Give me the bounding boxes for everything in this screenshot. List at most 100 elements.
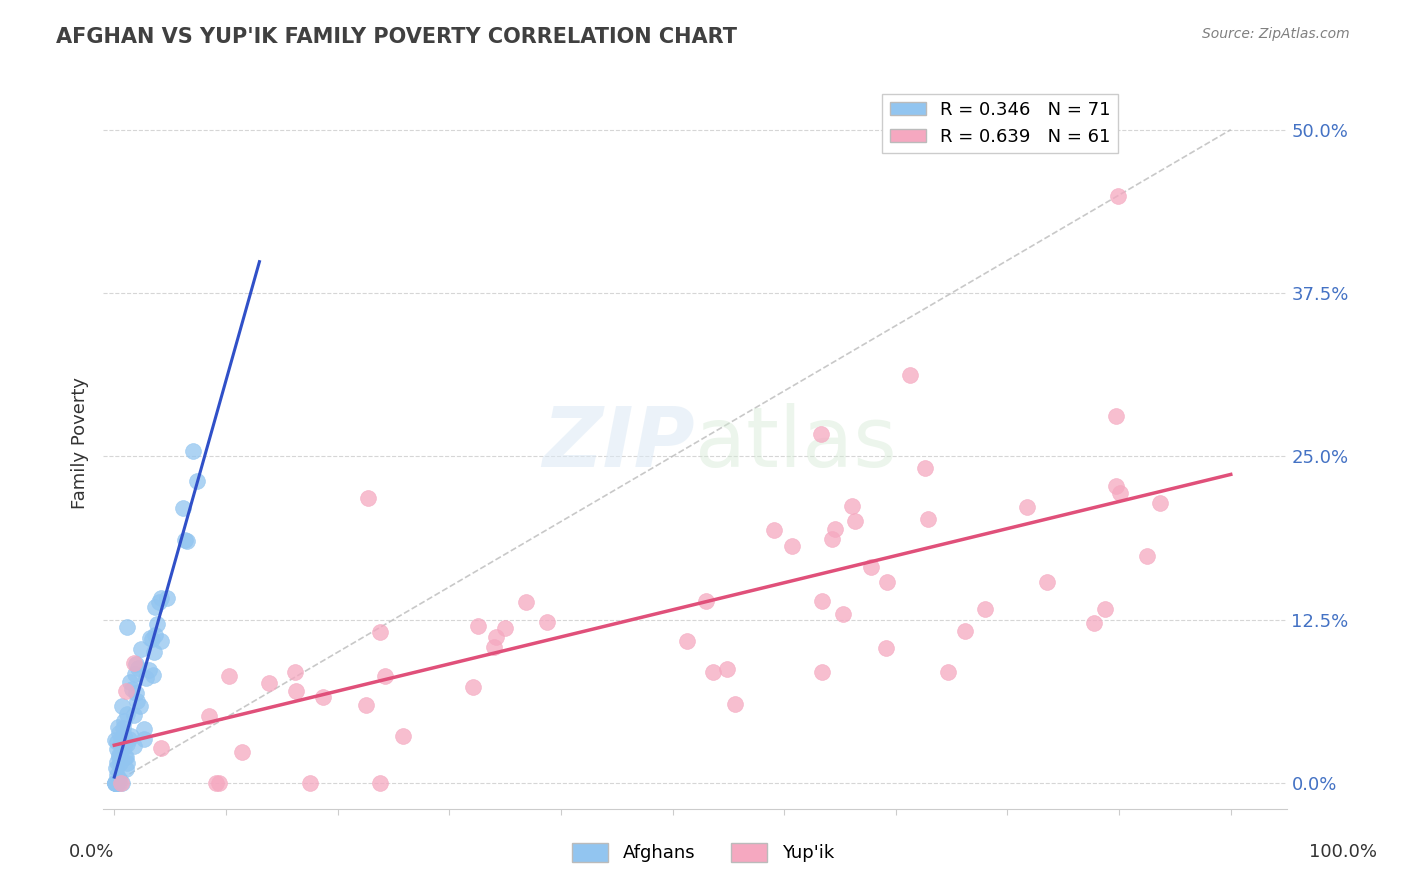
Point: [1105, 479, 1128, 493]
Point: [368, 776, 391, 790]
Point: [129, 699, 152, 714]
Text: AFGHAN VS YUP'IK FAMILY POVERTY CORRELATION CHART: AFGHAN VS YUP'IK FAMILY POVERTY CORRELAT…: [56, 27, 737, 46]
Point: [298, 776, 321, 790]
Point: [122, 739, 145, 753]
Point: [107, 720, 129, 734]
Point: [702, 665, 724, 679]
Point: [125, 685, 148, 699]
Point: [118, 732, 141, 747]
Legend: R = 0.346   N = 71, R = 0.639   N = 61: R = 0.346 N = 71, R = 0.639 N = 61: [883, 94, 1118, 153]
Point: [149, 741, 172, 756]
Point: [150, 591, 173, 605]
Point: [917, 512, 939, 526]
Point: [1083, 616, 1105, 631]
Point: [108, 776, 131, 790]
Point: [115, 756, 138, 770]
Point: [675, 634, 697, 648]
Point: [1108, 485, 1130, 500]
Point: [143, 599, 166, 614]
Legend: Afghans, Yup'ik: Afghans, Yup'ik: [565, 836, 841, 870]
Point: [115, 706, 138, 721]
Point: [105, 776, 128, 790]
Point: [115, 737, 138, 751]
Point: [148, 595, 170, 609]
Point: [844, 514, 866, 528]
Point: [105, 735, 128, 749]
Point: [105, 775, 128, 789]
Point: [107, 755, 129, 769]
Point: [354, 698, 377, 712]
Point: [105, 776, 128, 790]
Point: [110, 776, 132, 790]
Point: [820, 532, 842, 546]
Point: [110, 756, 132, 770]
Point: [780, 539, 803, 553]
Point: [141, 632, 163, 646]
Point: [374, 669, 396, 683]
Point: [467, 618, 489, 632]
Point: [112, 714, 135, 728]
Point: [860, 559, 883, 574]
Point: [186, 474, 208, 488]
Point: [205, 776, 228, 790]
Point: [121, 682, 143, 697]
Point: [176, 534, 198, 549]
Point: [150, 634, 173, 648]
Point: [111, 776, 134, 790]
Point: [811, 594, 834, 608]
Point: [953, 624, 976, 639]
Text: Source: ZipAtlas.com: Source: ZipAtlas.com: [1202, 27, 1350, 41]
Point: [114, 683, 136, 698]
Point: [284, 684, 307, 698]
Point: [898, 368, 921, 383]
Point: [125, 694, 148, 708]
Point: [112, 729, 135, 743]
Point: [357, 491, 380, 505]
Point: [127, 661, 149, 675]
Point: [370, 624, 392, 639]
Point: [134, 722, 156, 736]
Point: [129, 641, 152, 656]
Point: [824, 522, 846, 536]
Point: [112, 739, 135, 754]
Text: 100.0%: 100.0%: [1309, 843, 1376, 861]
Point: [1094, 602, 1116, 616]
Point: [104, 776, 127, 790]
Point: [831, 607, 853, 621]
Point: [482, 640, 505, 654]
Point: [111, 699, 134, 714]
Point: [112, 721, 135, 735]
Point: [198, 708, 221, 723]
Point: [120, 729, 142, 743]
Point: [105, 774, 128, 789]
Point: [115, 749, 138, 764]
Point: [515, 594, 537, 608]
Point: [104, 776, 127, 790]
Point: [841, 500, 863, 514]
Point: [218, 668, 240, 682]
Point: [104, 776, 127, 790]
Point: [125, 657, 148, 672]
Point: [105, 776, 128, 790]
Point: [936, 665, 959, 680]
Point: [122, 657, 145, 671]
Point: [118, 674, 141, 689]
Point: [173, 533, 195, 547]
Point: [142, 668, 165, 682]
Point: [111, 741, 134, 756]
Point: [104, 776, 127, 790]
Point: [536, 615, 558, 630]
Point: [124, 708, 146, 723]
Point: [124, 666, 146, 681]
Point: [231, 745, 253, 759]
Text: 0.0%: 0.0%: [69, 843, 114, 861]
Point: [105, 742, 128, 756]
Point: [1136, 549, 1159, 563]
Point: [146, 616, 169, 631]
Y-axis label: Family Poverty: Family Poverty: [72, 377, 89, 509]
Point: [1107, 189, 1129, 203]
Point: [1105, 409, 1128, 423]
Point: [143, 627, 166, 641]
Point: [104, 733, 127, 747]
Point: [156, 591, 179, 605]
